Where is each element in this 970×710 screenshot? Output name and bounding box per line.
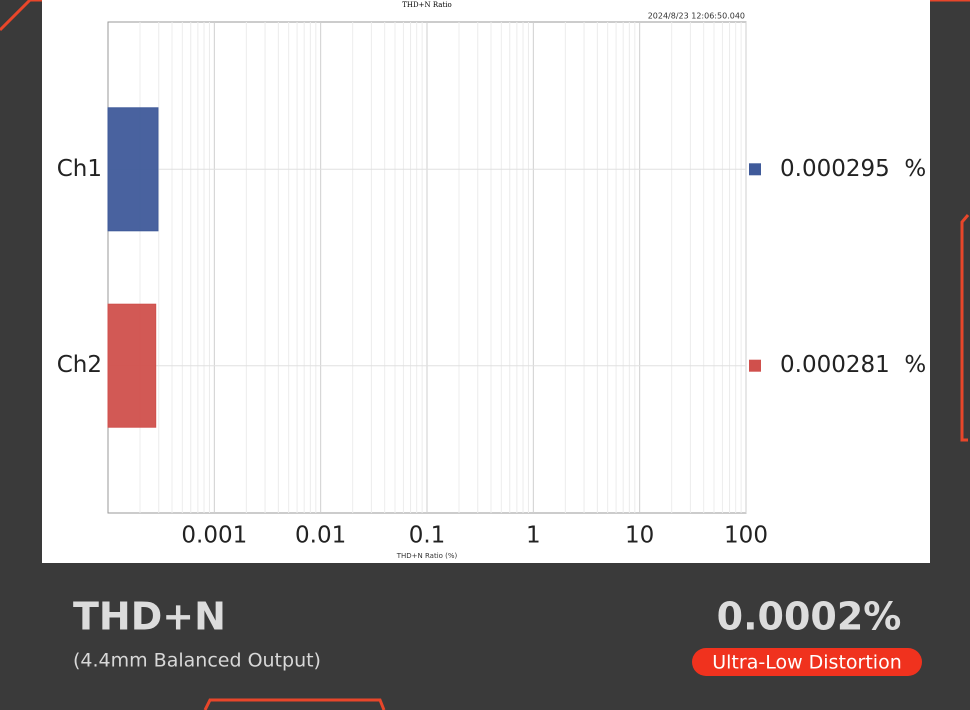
bar — [107, 107, 159, 232]
badge-text: Ultra-Low Distortion — [712, 652, 902, 674]
x-tick-label: 1 — [526, 523, 541, 549]
x-tick-label: 0.1 — [409, 523, 446, 549]
legend-swatch — [749, 163, 761, 176]
badge — [692, 648, 922, 676]
y-tick-label: Ch2 — [57, 352, 102, 378]
timestamp: 2024/8/23 12:06:50.040 — [648, 12, 745, 21]
decor-border — [0, 0, 970, 32]
x-tick-label: 0.001 — [181, 523, 247, 549]
decor-border — [203, 698, 386, 710]
x-tick-label: 100 — [724, 523, 768, 549]
legend-swatch — [749, 359, 761, 372]
footer-value: 0.0002% — [717, 595, 902, 639]
footer-subtitle: (4.4mm Balanced Output) — [73, 650, 321, 672]
x-tick-label: 0.01 — [295, 523, 346, 549]
bar — [107, 303, 157, 428]
footer-title: THD+N — [73, 595, 226, 639]
decor-border — [960, 214, 970, 442]
x-axis-label: THD+N Ratio (%) — [396, 552, 458, 560]
chart-title: THD+N Ratio — [402, 1, 451, 9]
y-tick-label: Ch1 — [57, 156, 102, 182]
value-label: 0.000295 % — [780, 156, 926, 182]
value-label: 0.000281 % — [780, 352, 926, 378]
x-tick-label: 10 — [625, 523, 654, 549]
